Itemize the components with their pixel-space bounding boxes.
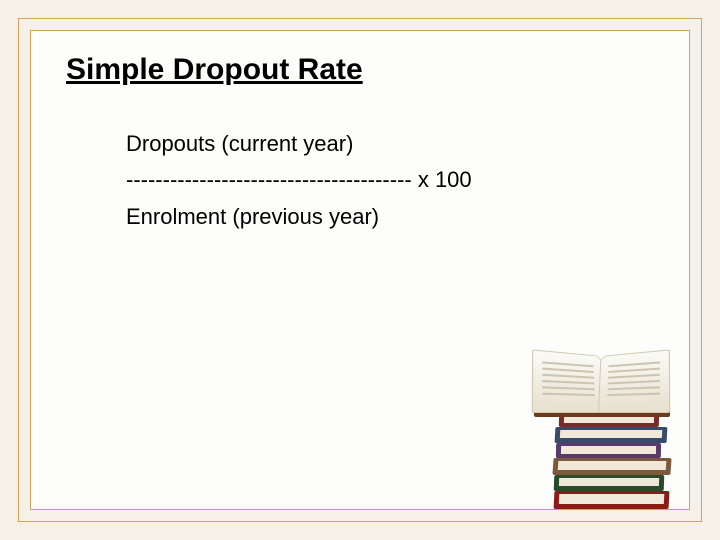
slide-title: Simple Dropout Rate — [66, 53, 363, 87]
formula-block: Dropouts (current year) ----------------… — [126, 126, 472, 235]
slide-panel: Simple Dropout Rate Dropouts (current ye… — [30, 30, 690, 510]
book-icon — [556, 443, 661, 458]
book-icon — [555, 427, 668, 443]
book-icon — [554, 491, 670, 509]
book-stack-illustration — [519, 309, 689, 509]
formula-divider: --------------------------------------- … — [126, 162, 472, 198]
formula-numerator: Dropouts (current year) — [126, 126, 472, 162]
book-icon — [552, 458, 671, 475]
book-icon — [554, 475, 665, 491]
open-book-icon — [534, 343, 674, 413]
formula-denominator: Enrolment (previous year) — [126, 199, 472, 235]
